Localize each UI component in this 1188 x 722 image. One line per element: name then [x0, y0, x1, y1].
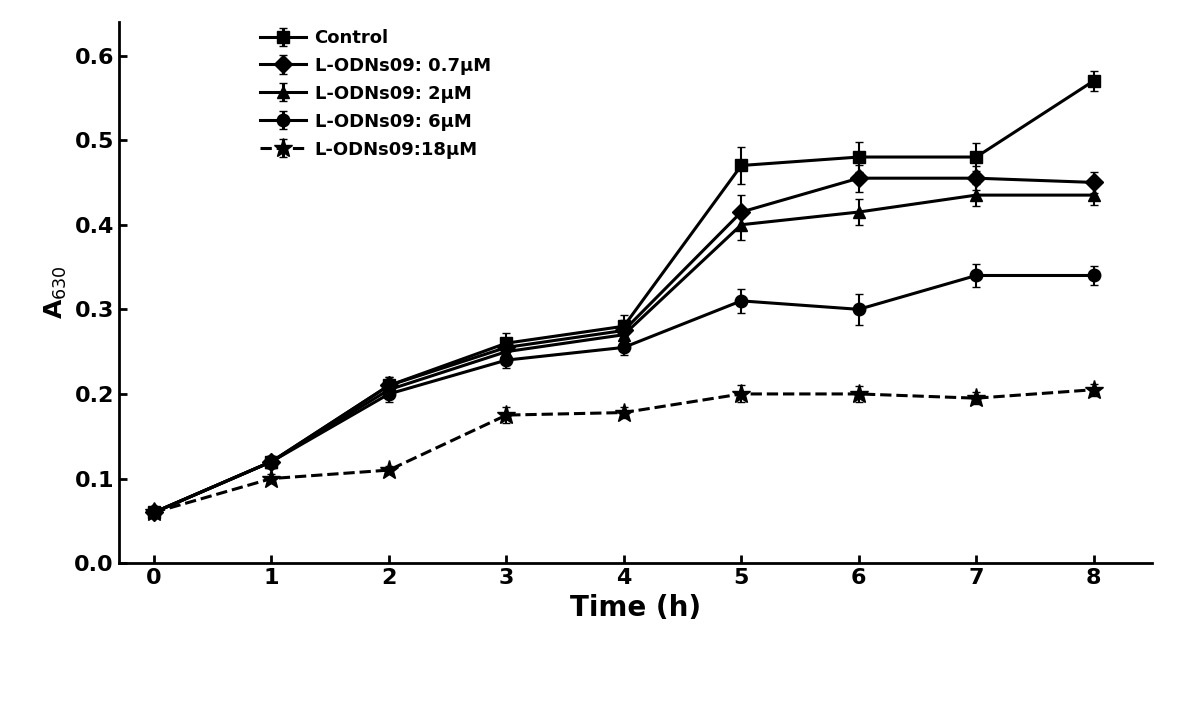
- Legend: Control, L-ODNs09: 0.7μM, L-ODNs09: 2μM, L-ODNs09: 6μM, L-ODNs09:18μM: Control, L-ODNs09: 0.7μM, L-ODNs09: 2μM,…: [253, 22, 498, 166]
- X-axis label: Time (h): Time (h): [570, 593, 701, 622]
- Y-axis label: A$_{630}$: A$_{630}$: [43, 266, 69, 319]
